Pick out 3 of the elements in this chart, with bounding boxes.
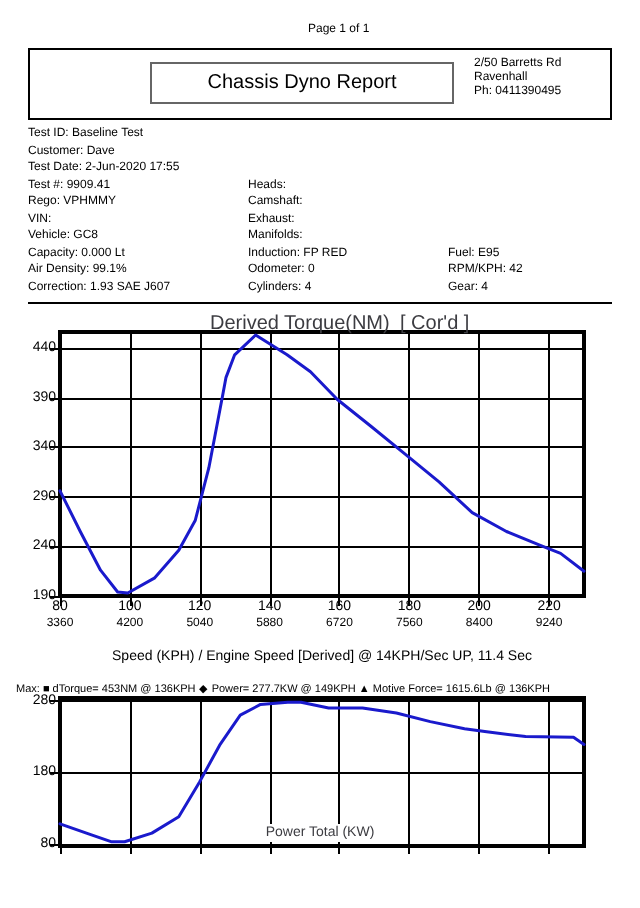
text: Chassis Dyno Report (150, 62, 454, 104)
chart-title: Derived Torque(NM) (210, 313, 390, 335)
chart-subtitle: [ Cor'd ] (400, 313, 470, 335)
